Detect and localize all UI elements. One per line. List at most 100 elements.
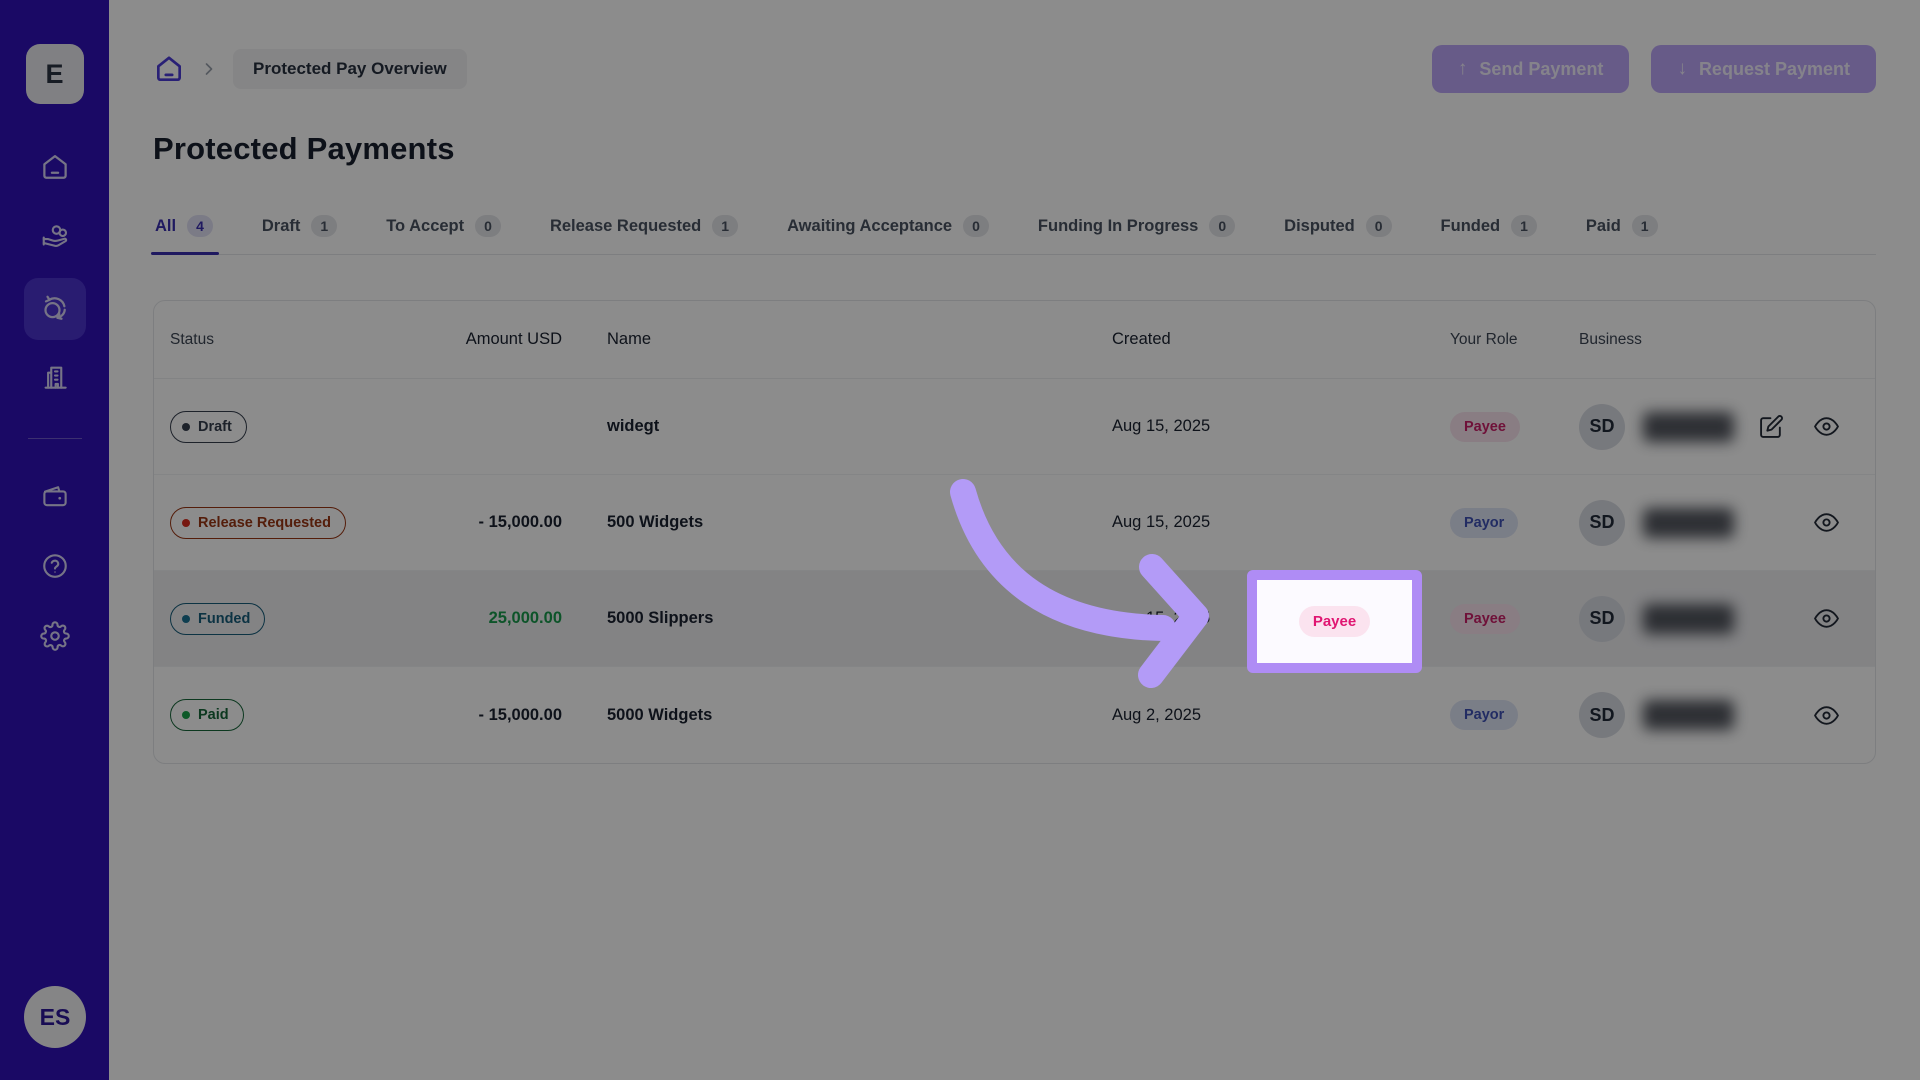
table-row[interactable]: Release Requested - 15,000.00 500 Widget… [154, 475, 1875, 571]
col-header-your-role: Your Role [1450, 330, 1518, 348]
payment-name: widegt [607, 417, 660, 435]
highlighted-payee-badge: Payee [1298, 606, 1371, 637]
view-icon[interactable] [1814, 414, 1839, 439]
view-icon[interactable] [1814, 703, 1839, 728]
chevron-right-icon [199, 59, 219, 79]
request-payment-button[interactable]: ↓ Request Payment [1651, 45, 1876, 93]
hand-coins-icon [40, 222, 70, 257]
status-badge: Paid [170, 699, 244, 731]
sidebar: E [0, 0, 109, 1080]
status-tabs: All 4 Draft 1 To Accept 0 Release Reques… [151, 215, 1876, 255]
created-date: Aug 2, 2025 [1112, 705, 1201, 724]
tab-count-badge: 0 [963, 215, 989, 237]
tab-label: Draft [261, 216, 301, 235]
send-payment-button[interactable]: ↑ Send Payment [1431, 45, 1630, 93]
table-row[interactable]: Paid - 15,000.00 5000 Widgets Aug 2, 202… [154, 667, 1875, 763]
tab-label: To Accept [386, 216, 465, 235]
redacted-business-name [1643, 411, 1734, 442]
sidebar-divider [27, 438, 82, 439]
created-date: Aug 15, 2025 [1112, 513, 1211, 531]
tab-count-badge: 0 [475, 215, 501, 237]
edit-icon[interactable] [1759, 414, 1784, 439]
tab-count-badge: 0 [1209, 215, 1236, 237]
business-icon [40, 362, 70, 397]
arrow-up-icon: ↑ [1457, 58, 1468, 79]
wallet-icon [40, 481, 70, 516]
tab-disputed[interactable]: Disputed 0 [1282, 215, 1393, 254]
status-label: Release Requested [198, 514, 331, 531]
tab-label: Release Requested [549, 216, 702, 235]
tab-draft[interactable]: Draft 1 [260, 215, 339, 254]
sidebar-item-wallet[interactable] [24, 467, 86, 529]
arrow-down-icon: ↓ [1677, 58, 1687, 79]
tab-label: Funded [1440, 216, 1501, 235]
annotation-highlight-box: Payee [1247, 570, 1422, 673]
sidebar-item-home[interactable] [24, 138, 86, 200]
tab-count-badge: 0 [1365, 215, 1392, 237]
sidebar-item-business[interactable] [24, 348, 86, 410]
topbar: Protected Pay Overview ↑ Send Payment ↓ … [153, 45, 1876, 93]
workspace-avatar[interactable]: E [25, 44, 84, 104]
role-badge: Payor [1450, 507, 1519, 538]
breadcrumb-current-page: Protected Pay Overview [233, 49, 467, 89]
status-label: Draft [198, 418, 232, 435]
view-icon[interactable] [1814, 510, 1839, 535]
redacted-business-name [1643, 700, 1734, 730]
tab-count-badge: 4 [187, 215, 213, 237]
col-header-status: Status [170, 330, 214, 348]
tab-release-requested[interactable]: Release Requested 1 [548, 215, 740, 254]
role-badge: Payee [1450, 411, 1520, 442]
amount-value: - 15,000.00 [478, 705, 562, 724]
status-dot-icon [182, 422, 190, 431]
tab-funded[interactable]: Funded 1 [1439, 215, 1539, 254]
business-avatar: SD [1579, 403, 1625, 450]
status-badge: Release Requested [170, 506, 346, 539]
tab-to-accept[interactable]: To Accept 0 [384, 215, 503, 254]
sidebar-item-protected-pay[interactable] [23, 278, 86, 340]
redacted-business-name [1643, 507, 1734, 538]
sidebar-item-settings[interactable] [24, 607, 86, 669]
tab-label: Awaiting Acceptance [787, 216, 953, 235]
tab-label: Disputed [1284, 216, 1355, 235]
role-badge: Payee [1450, 603, 1520, 634]
sidebar-item-help[interactable] [24, 537, 86, 599]
business-avatar: SD [1579, 692, 1625, 738]
sidebar-nav [23, 138, 86, 669]
page-title: Protected Payments [153, 131, 455, 166]
status-badge: Draft [170, 410, 247, 443]
status-dot-icon [182, 711, 190, 719]
tab-all[interactable]: All 4 [151, 215, 219, 255]
status-dot-icon [182, 518, 190, 527]
user-avatar[interactable]: ES [24, 986, 86, 1048]
tab-awaiting-acceptance[interactable]: Awaiting Acceptance 0 [785, 215, 991, 254]
status-badge: Funded [170, 602, 266, 635]
status-label: Paid [198, 707, 229, 723]
amount-value: 25,000.00 [488, 609, 562, 627]
help-icon [40, 551, 70, 586]
payment-name: 5000 Widgets [607, 705, 713, 724]
tab-count-badge: 1 [1631, 215, 1658, 237]
tab-label: Funding In Progress [1037, 216, 1199, 235]
breadcrumb: Protected Pay Overview [153, 49, 467, 89]
business-avatar: SD [1579, 595, 1625, 642]
col-header-business: Business [1579, 330, 1642, 348]
role-badge: Payor [1450, 700, 1519, 730]
sidebar-item-payees[interactable] [24, 208, 86, 270]
tab-paid[interactable]: Paid 1 [1584, 215, 1660, 254]
business-avatar: SD [1579, 499, 1625, 546]
table-row[interactable]: Draft widegt Aug 15, 2025 Payee SD [154, 379, 1875, 475]
main-content: Protected Pay Overview ↑ Send Payment ↓ … [109, 0, 1920, 1080]
col-header-created: Created [1112, 330, 1171, 348]
breadcrumb-home-icon[interactable] [153, 53, 185, 85]
tab-count-badge: 1 [712, 215, 739, 237]
table-body: Draft widegt Aug 15, 2025 Payee SD [154, 379, 1875, 763]
col-header-name: Name [607, 330, 652, 348]
status-dot-icon [182, 614, 190, 623]
tab-funding-in-progress[interactable]: Funding In Progress 0 [1036, 215, 1237, 254]
request-payment-label: Request Payment [1698, 58, 1850, 79]
redacted-business-name [1643, 603, 1734, 634]
view-icon[interactable] [1814, 606, 1839, 631]
payments-table: Status Amount USD Name Created Your Role… [153, 300, 1876, 764]
table-row[interactable]: Funded 25,000.00 5000 Slippers Aug 15, 2… [154, 571, 1875, 667]
send-payment-label: Send Payment [1479, 58, 1604, 79]
